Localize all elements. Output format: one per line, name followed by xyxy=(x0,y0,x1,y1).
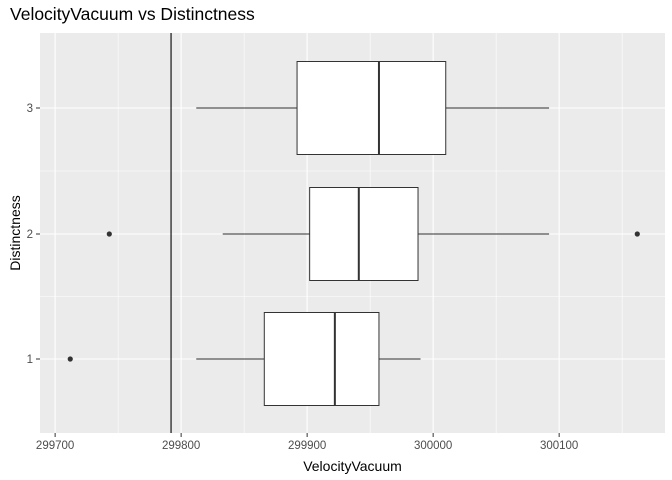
x-tick-label: 300000 xyxy=(414,440,452,452)
outlier-point xyxy=(106,231,112,237)
chart-title: VelocityVacuum vs Distinctness xyxy=(10,4,255,24)
box-iqr xyxy=(263,312,380,406)
x-tick-label: 299800 xyxy=(162,440,200,452)
x-tick-label: 299700 xyxy=(36,440,74,452)
box-group-2 xyxy=(106,187,640,281)
x-tick-label: 299900 xyxy=(288,440,326,452)
box-group-1 xyxy=(67,312,421,406)
box-iqr xyxy=(296,61,447,155)
box-group-3 xyxy=(196,61,550,155)
y-axis-title: Distinctness xyxy=(7,195,23,270)
x-axis-title: VelocityVacuum xyxy=(303,458,402,474)
boxes-layer xyxy=(67,61,640,406)
y-tick-label: 1 xyxy=(27,354,33,366)
outlier-point xyxy=(634,231,640,237)
outlier-point xyxy=(67,356,73,362)
x-tick-label: 300100 xyxy=(540,440,578,452)
box-iqr xyxy=(309,187,419,281)
y-tick-label: 3 xyxy=(27,103,33,115)
axis-ticks: 299700 299800 299900 300000 300100 1 2 3 xyxy=(27,103,579,452)
grid-minor xyxy=(40,33,665,433)
y-tick-label: 2 xyxy=(27,229,33,241)
